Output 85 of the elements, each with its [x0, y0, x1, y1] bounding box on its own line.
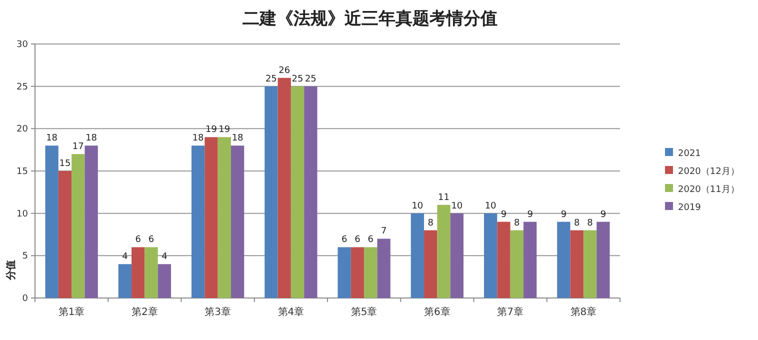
bar	[350, 247, 364, 298]
data-label: 8	[514, 218, 520, 228]
bar	[290, 86, 304, 298]
bar	[58, 171, 72, 298]
data-label: 7	[380, 226, 387, 237]
data-label: 4	[162, 252, 168, 262]
bar	[338, 247, 351, 298]
data-label: 9	[527, 210, 534, 220]
bar	[364, 247, 378, 298]
legend-label: 2019	[678, 203, 702, 213]
data-label: 25	[292, 74, 304, 84]
bar	[278, 78, 291, 298]
bar	[264, 86, 278, 298]
x-tick-label: 第3章	[204, 306, 231, 318]
data-label: 8	[574, 218, 580, 228]
data-label: 10	[412, 201, 424, 212]
data-label: 6	[341, 235, 348, 246]
data-label: 17	[72, 142, 84, 152]
x-tick-label: 第6章	[424, 306, 450, 318]
y-tick-label: 15	[16, 167, 28, 177]
data-label: 15	[59, 159, 71, 169]
bar	[424, 230, 438, 298]
y-tick-label: 25	[16, 82, 28, 92]
bar	[218, 137, 231, 298]
data-label: 6	[135, 235, 142, 246]
data-label: 11	[438, 192, 450, 203]
data-label: 9	[600, 210, 606, 220]
x-tick-label: 第4章	[278, 306, 304, 318]
bar	[230, 146, 244, 298]
legend-label: 2020（12月）	[678, 167, 740, 177]
x-tick-label: 第7章	[497, 306, 524, 318]
bar	[132, 247, 145, 298]
bar	[437, 204, 450, 298]
data-label: 18	[46, 134, 58, 144]
bar	[72, 154, 85, 298]
data-label: 6	[354, 235, 361, 246]
data-label: 18	[86, 134, 98, 144]
data-label: 9	[500, 210, 507, 220]
bar	[523, 222, 537, 298]
data-label: 6	[148, 235, 154, 246]
data-label: 25	[304, 74, 316, 84]
bar	[450, 213, 464, 298]
data-label: 18	[232, 134, 244, 144]
bar	[596, 222, 610, 298]
bar	[118, 264, 132, 298]
data-label: 8	[587, 218, 594, 228]
data-label: 25	[265, 74, 277, 84]
x-tick-label: 第2章	[132, 306, 158, 318]
bar	[570, 230, 584, 298]
y-tick-label: 0	[22, 294, 28, 304]
bar	[510, 230, 524, 298]
chart-title: 二建《法规》近三年真题考情分值	[242, 9, 498, 29]
legend-label: 2020（11月）	[678, 185, 740, 195]
data-label: 8	[428, 218, 434, 228]
x-tick-label: 第5章	[350, 306, 378, 318]
data-label: 10	[484, 201, 497, 212]
data-label: 18	[192, 134, 204, 144]
legend-label: 2021	[678, 149, 701, 159]
x-tick-label: 第8章	[570, 306, 597, 318]
bar	[557, 222, 570, 298]
data-label: 10	[451, 201, 463, 212]
bar	[45, 146, 58, 298]
data-label: 19	[206, 125, 218, 136]
data-label: 6	[368, 235, 374, 246]
data-label: 4	[122, 252, 128, 262]
bar	[158, 264, 172, 298]
bar	[304, 86, 318, 298]
y-tick-label: 10	[16, 209, 28, 220]
data-label: 19	[218, 125, 230, 136]
x-tick-label: 第1章	[58, 306, 85, 318]
y-tick-label: 5	[22, 252, 28, 262]
y-tick-label: 30	[16, 40, 28, 50]
bar	[377, 238, 390, 298]
bar	[144, 247, 158, 298]
y-tick-label: 20	[16, 124, 28, 135]
bar	[484, 213, 498, 298]
y-axis-title: 分值	[5, 260, 17, 281]
data-label: 26	[278, 66, 290, 76]
bar	[191, 146, 205, 298]
bar	[204, 137, 218, 298]
data-label: 9	[560, 210, 567, 220]
bar	[84, 146, 98, 298]
bar	[583, 230, 597, 298]
bar	[410, 213, 424, 298]
bar	[497, 222, 510, 298]
